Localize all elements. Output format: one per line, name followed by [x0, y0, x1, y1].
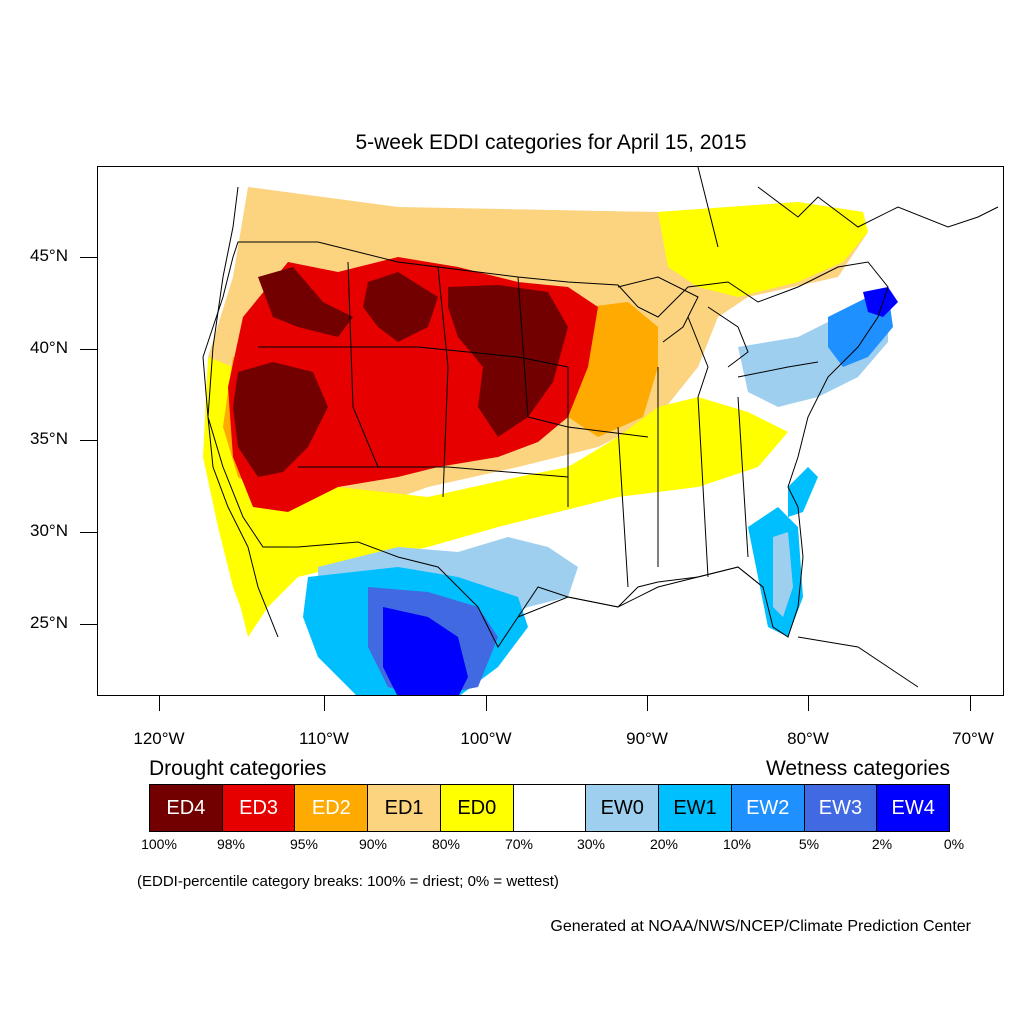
lon-tick — [808, 696, 809, 711]
lat-label: 45°N — [30, 246, 68, 265]
legend-bar: ED4 ED3 ED2 ED1 ED0 EW0 EW1 EW2 EW3 EW4 — [149, 784, 950, 832]
lon-tick — [486, 696, 487, 711]
lat-label: 25°N — [30, 613, 68, 632]
state-lines — [258, 261, 749, 588]
percentile-label: 95% — [289, 836, 319, 852]
lat-tick — [80, 257, 97, 258]
category-regions — [203, 187, 898, 695]
boundaries — [202, 167, 999, 688]
region-ew4-maine — [863, 287, 898, 317]
legend-cell-ew1: EW1 — [659, 785, 732, 831]
percentile-label: 100% — [141, 836, 177, 852]
legend-cell-ew2: EW2 — [731, 785, 805, 831]
percentile-label: 2% — [871, 836, 893, 852]
legend-cell-ew4: EW4 — [877, 785, 950, 831]
cuba-coast — [797, 636, 919, 688]
coastline-canada — [697, 167, 999, 248]
lon-tick — [324, 696, 325, 711]
great-lakes — [617, 276, 819, 398]
percentile-label: 70% — [504, 836, 534, 852]
map-title: 5-week EDDI categories for April 15, 201… — [355, 131, 747, 154]
percentile-label: 98% — [216, 836, 246, 852]
map-canvas — [202, 167, 999, 695]
percentile-label: 10% — [722, 836, 752, 852]
lat-tick — [80, 624, 97, 625]
lat-tick — [80, 532, 97, 533]
region-ed0-north — [658, 202, 868, 297]
lon-label: 100°W — [460, 729, 512, 748]
lat-label: 40°N — [30, 338, 68, 357]
percentile-label: 20% — [649, 836, 679, 852]
percentile-label: 80% — [431, 836, 461, 852]
lon-label: 80°W — [787, 729, 829, 748]
percentile-label: 90% — [358, 836, 388, 852]
legend-cell-ed3: ED3 — [222, 785, 296, 831]
legend-cell-ed4: ED4 — [150, 785, 223, 831]
legend-cell-ew3: EW3 — [804, 785, 878, 831]
region-ew1-southeast — [788, 467, 818, 517]
lon-label: 90°W — [626, 729, 668, 748]
lat-tick — [80, 349, 97, 350]
lon-label: 120°W — [133, 729, 185, 748]
wetness-heading: Wetness categories — [765, 757, 950, 780]
gulf-coast — [517, 566, 764, 618]
legend-cell-ed0: ED0 — [440, 785, 514, 831]
region-ew4-mexico — [383, 607, 468, 695]
legend-cell-ed1: ED1 — [368, 785, 441, 831]
region-ed4-montana — [363, 272, 438, 342]
lon-label: 110°W — [299, 729, 349, 748]
region-ed4-dakotas — [448, 285, 568, 437]
legend-cell-neutral — [513, 785, 587, 831]
region-ew0-florida — [773, 532, 793, 617]
lat-tick — [80, 440, 97, 441]
credit-line: Generated at NOAA/NWS/NCEP/Climate Predi… — [550, 918, 971, 935]
lat-label: 30°N — [30, 521, 68, 540]
coastline-west — [207, 186, 279, 638]
legend-cell-ed2: ED2 — [295, 785, 369, 831]
lon-tick — [970, 696, 971, 711]
eddi-map — [97, 166, 1004, 696]
us-outline — [202, 241, 889, 648]
category-note: (EDDI-percentile category breaks: 100% =… — [137, 873, 559, 890]
lon-label: 70°W — [952, 729, 994, 748]
percentile-label: 5% — [798, 836, 820, 852]
region-ed4-northern-rockies — [258, 267, 353, 337]
lat-label: 35°N — [30, 429, 68, 448]
lon-tick — [159, 696, 160, 711]
percentile-label: 30% — [576, 836, 606, 852]
percentile-label: 0% — [943, 836, 965, 852]
region-ed0-south — [233, 397, 788, 637]
lon-tick — [647, 696, 648, 711]
legend-cell-ew0: EW0 — [586, 785, 660, 831]
drought-heading: Drought categories — [149, 757, 327, 780]
region-ed4-great-basin — [233, 362, 328, 477]
